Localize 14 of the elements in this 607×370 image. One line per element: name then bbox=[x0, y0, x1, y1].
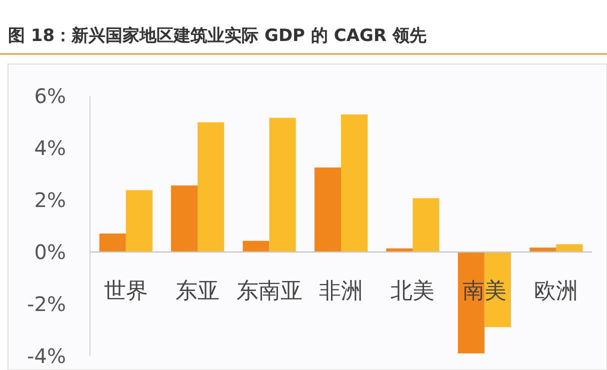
ytick: 4% bbox=[34, 136, 66, 160]
xtick: 北美 bbox=[390, 279, 435, 304]
xtick: 东南亚 bbox=[236, 279, 302, 304]
xtick: 东亚 bbox=[176, 279, 220, 304]
xtick: 世界 bbox=[104, 279, 148, 304]
ytick: 6% bbox=[34, 84, 66, 108]
ytick: -4% bbox=[27, 344, 66, 368]
ytick: 0% bbox=[34, 240, 66, 264]
ytick: -2% bbox=[27, 292, 66, 316]
ytick: 2% bbox=[34, 188, 66, 212]
xtick: 南美 bbox=[462, 279, 506, 304]
xtick: 欧洲 bbox=[534, 279, 578, 304]
xtick: 非洲 bbox=[319, 279, 363, 304]
title: 图 18：新兴国家地区建筑业实际 GDP 的 CAGR 领先 bbox=[8, 26, 426, 46]
